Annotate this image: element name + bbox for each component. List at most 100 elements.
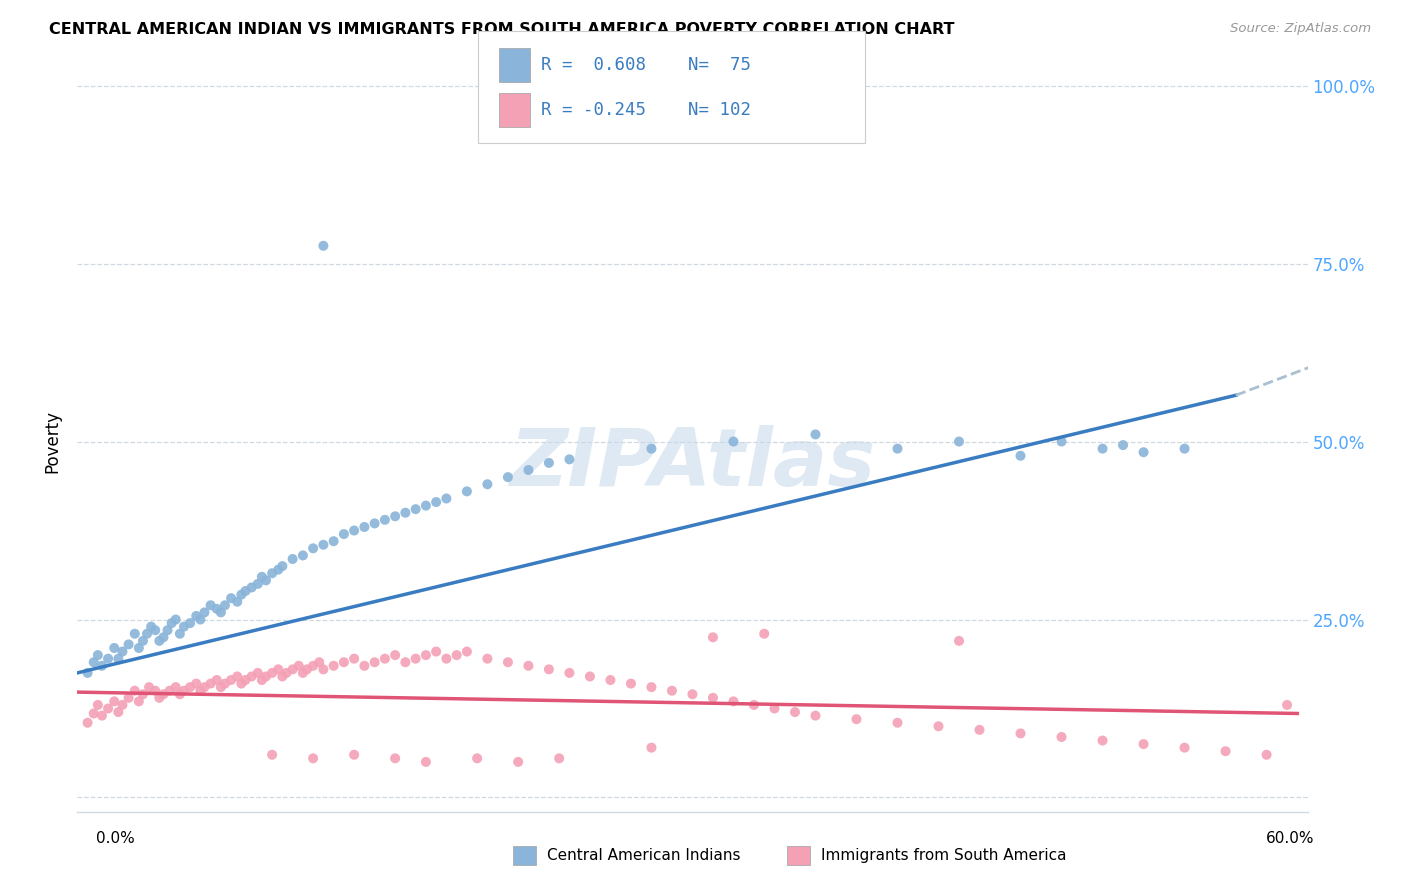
Point	[235, 584, 257, 599]
Point	[948, 633, 970, 648]
Point	[640, 680, 662, 694]
Point	[322, 658, 344, 673]
Point	[90, 658, 114, 673]
Point	[226, 669, 249, 683]
Point	[702, 690, 724, 705]
Point	[312, 662, 335, 676]
Point	[148, 690, 170, 705]
Point	[353, 520, 375, 534]
Point	[465, 751, 488, 765]
Point	[425, 495, 447, 509]
Text: R =  0.608    N=  75: R = 0.608 N= 75	[541, 56, 751, 74]
Point	[90, 708, 114, 723]
Point	[173, 620, 195, 634]
Point	[143, 623, 166, 637]
Text: Immigrants from South America: Immigrants from South America	[821, 848, 1067, 863]
Point	[103, 640, 125, 655]
Point	[254, 574, 277, 588]
Point	[496, 470, 519, 484]
Point	[343, 747, 366, 762]
Point	[250, 673, 273, 687]
Point	[103, 694, 125, 708]
Point	[363, 516, 385, 531]
Point	[384, 509, 406, 524]
Point	[363, 655, 385, 669]
Point	[886, 715, 908, 730]
Point	[661, 683, 683, 698]
Point	[160, 616, 183, 631]
Point	[886, 442, 908, 456]
Point	[405, 502, 427, 516]
Point	[148, 633, 170, 648]
Point	[276, 665, 298, 680]
Point	[250, 570, 273, 584]
Point	[173, 683, 195, 698]
Point	[141, 620, 163, 634]
Point	[640, 442, 662, 456]
Point	[138, 680, 160, 694]
Point	[219, 591, 242, 606]
Point	[169, 626, 191, 640]
Point	[804, 708, 827, 723]
Point	[1275, 698, 1298, 712]
Point	[124, 683, 146, 698]
Point	[969, 723, 991, 737]
Point	[83, 655, 105, 669]
Point	[783, 705, 806, 719]
Point	[436, 651, 458, 665]
Point	[117, 690, 139, 705]
Point	[1010, 449, 1032, 463]
Y-axis label: Poverty: Poverty	[44, 410, 62, 473]
Point	[209, 680, 232, 694]
Text: ZIPAtlas: ZIPAtlas	[509, 425, 876, 503]
Point	[394, 655, 416, 669]
Point	[1174, 740, 1197, 755]
Point	[548, 751, 571, 765]
Point	[219, 673, 242, 687]
Point	[723, 434, 745, 449]
Point	[804, 427, 827, 442]
Point	[179, 680, 201, 694]
Point	[156, 623, 179, 637]
Point	[579, 669, 602, 683]
Point	[343, 524, 366, 538]
Point	[742, 698, 765, 712]
Point	[235, 673, 257, 687]
Point	[152, 687, 174, 701]
Point	[262, 665, 284, 680]
Point	[200, 599, 222, 613]
Point	[169, 687, 191, 701]
Point	[343, 651, 366, 665]
Point	[415, 499, 437, 513]
Point	[302, 658, 325, 673]
Point	[159, 683, 181, 698]
Point	[446, 648, 468, 662]
Point	[214, 676, 236, 690]
Point	[193, 680, 215, 694]
Point	[111, 698, 134, 712]
Point	[188, 613, 212, 627]
Point	[193, 606, 215, 620]
Text: 60.0%: 60.0%	[1267, 831, 1315, 846]
Point	[928, 719, 950, 733]
Point	[254, 669, 277, 683]
Point	[374, 651, 396, 665]
Point	[1050, 730, 1073, 744]
Point	[132, 633, 155, 648]
Point	[165, 613, 187, 627]
Point	[117, 637, 139, 651]
Point	[620, 676, 643, 690]
Text: R = -0.245    N= 102: R = -0.245 N= 102	[541, 101, 751, 119]
Point	[702, 630, 724, 644]
Point	[179, 616, 201, 631]
Point	[353, 658, 375, 673]
Point	[186, 676, 208, 690]
Point	[436, 491, 458, 506]
Point	[308, 655, 330, 669]
Point	[415, 648, 437, 662]
Point	[152, 630, 174, 644]
Point	[384, 648, 406, 662]
Point	[1050, 434, 1073, 449]
Point	[415, 755, 437, 769]
Point	[107, 705, 129, 719]
